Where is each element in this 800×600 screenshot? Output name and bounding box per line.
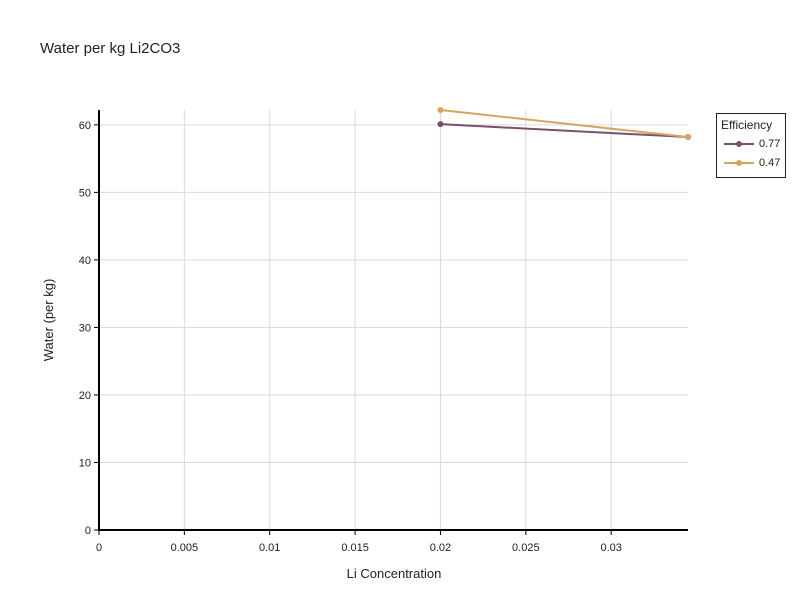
x-tick-label: 0 <box>96 542 102 554</box>
series-line <box>440 109 689 139</box>
y-tick-label: 10 <box>79 457 91 469</box>
y-axis-label: Water (per kg) <box>41 279 56 362</box>
x-tick-label: 0.015 <box>341 542 369 554</box>
legend-label: 0.77 <box>759 138 781 150</box>
series-line <box>440 123 689 139</box>
x-tick-label: 0.03 <box>600 542 621 554</box>
axes: 0 0.005 0.01 0.015 0.02 0.025 0.03 0 10 20 30 40 50 6… <box>79 110 688 554</box>
data-point <box>437 121 444 128</box>
legend-swatch <box>724 160 754 166</box>
y-tick-label: 0 <box>85 525 91 537</box>
y-tick-label: 50 <box>79 187 91 199</box>
chart-title: Water per kg Li2CO3 <box>40 40 181 57</box>
y-tick-label: 40 <box>79 255 91 267</box>
data-point <box>437 107 444 113</box>
legend: Efficiency 0.77 0.47 <box>716 113 786 178</box>
legend-label: 0.47 <box>759 157 781 169</box>
y-tick-label: 20 <box>79 390 91 402</box>
y-tick-label: 30 <box>79 322 91 334</box>
series-layer <box>437 107 691 141</box>
y-tick-label: 60 <box>79 120 91 132</box>
legend-swatch <box>724 141 754 147</box>
legend-item-series-2[interactable]: 0.47 <box>723 156 785 172</box>
legend-item-series-1[interactable]: 0.77 <box>723 137 785 153</box>
x-tick-label: 0.02 <box>430 542 451 554</box>
x-tick-label: 0.01 <box>259 542 280 554</box>
x-axis-label: Li Concentration <box>347 566 442 581</box>
data-point <box>685 134 691 141</box>
grid <box>99 110 688 530</box>
legend-title: Efficiency <box>721 118 773 132</box>
x-tick-label: 0.025 <box>512 542 540 554</box>
series-2 <box>437 107 691 141</box>
x-tick-label: 0.005 <box>171 542 199 554</box>
